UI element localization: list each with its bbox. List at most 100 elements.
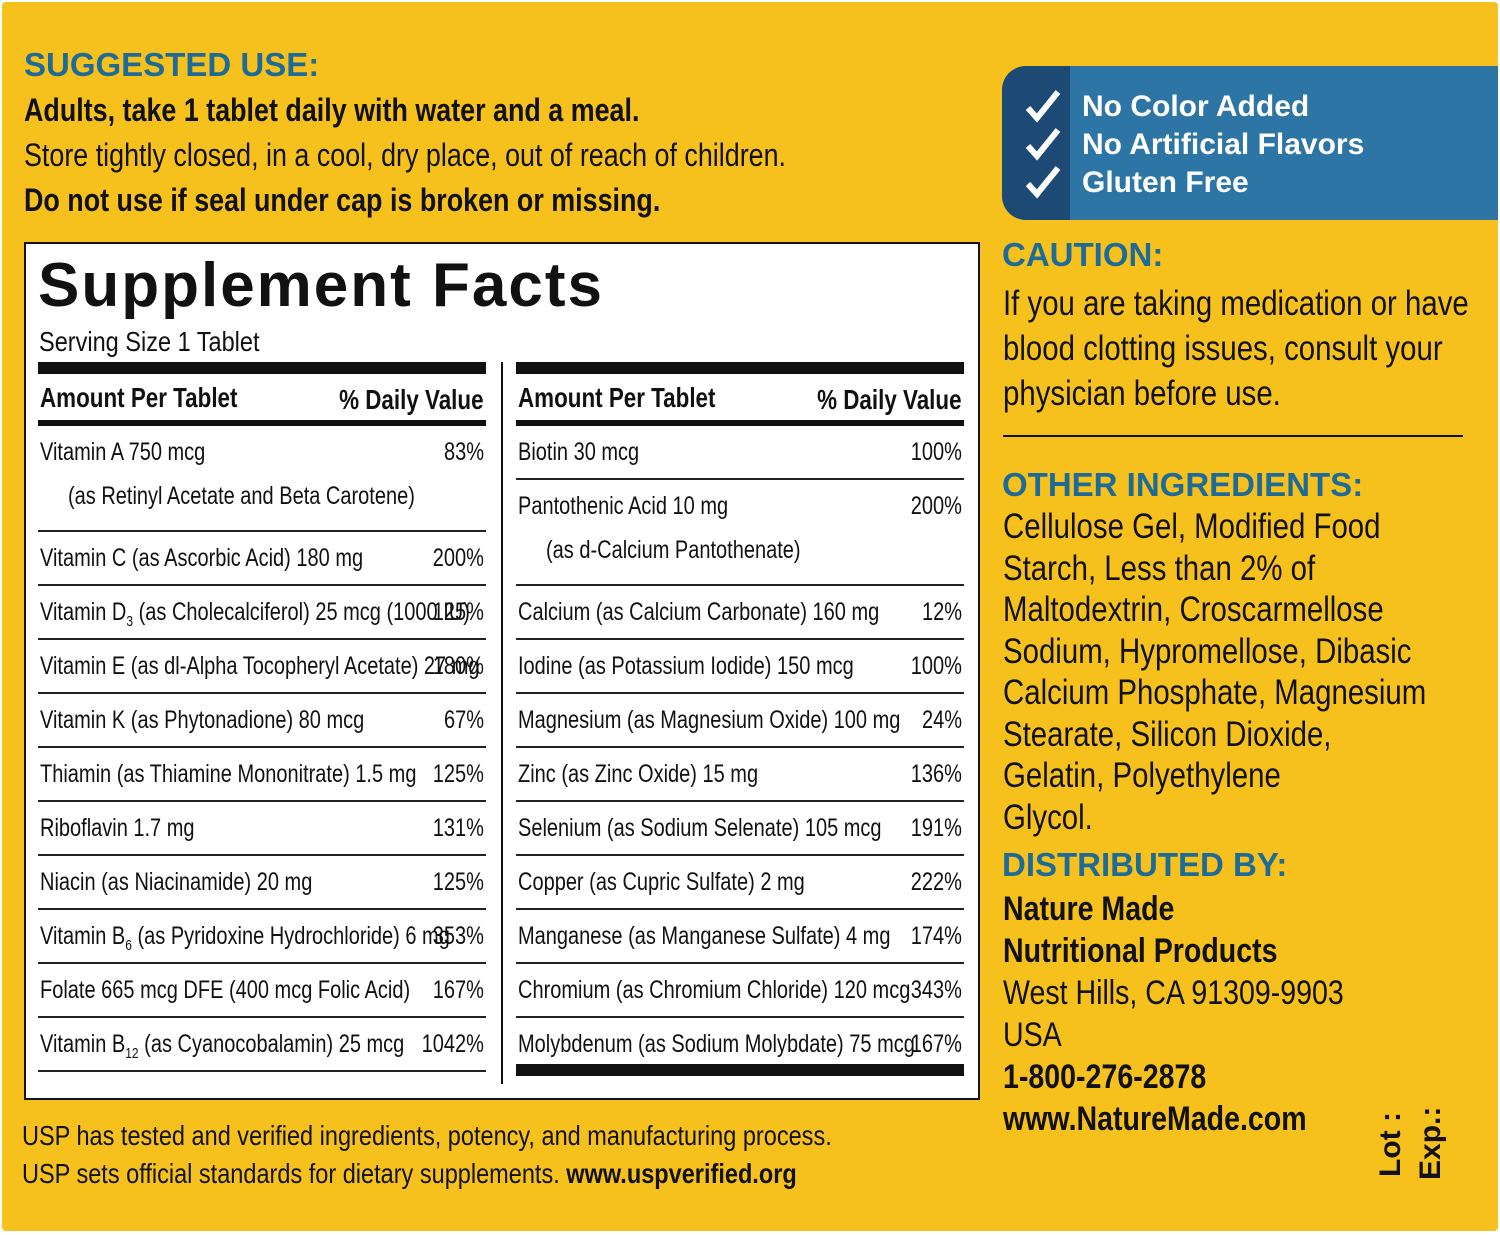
- nutrient-row: Riboflavin 1.7 mg 131%: [38, 802, 486, 856]
- daily-value: 125%: [432, 598, 484, 626]
- name-text: Zinc (as Zinc Oxide) 15 mg: [518, 760, 759, 788]
- daily-value: 200%: [432, 544, 484, 572]
- check: [1025, 166, 1061, 199]
- nutrient-row: Vitamin B6 (as Pyridoxine Hydrochloride) …: [38, 910, 486, 964]
- checkmarks: [1025, 90, 1061, 199]
- nutrient-name: Vitamin D3 (as Cholecalciferol) 25 mcg (1…: [40, 598, 470, 630]
- facts-title: Supplement Facts: [38, 251, 604, 320]
- bar: [516, 420, 964, 426]
- subscript: 3: [126, 613, 134, 630]
- name-text: Vitamin A 750 mcg: [40, 438, 206, 466]
- nutrient-row: Magnesium (as Magnesium Oxide) 100 mg 24%: [516, 694, 964, 748]
- badge: No Artificial Flavors: [1082, 128, 1365, 161]
- name-text: Vitamin B: [40, 1030, 126, 1058]
- name-text: Niacin (as Niacinamide) 20 mg: [40, 868, 313, 896]
- name-text: Riboflavin 1.7 mg: [40, 814, 195, 842]
- nutrient-row: Iodine (as Potassium Iodide) 150 mcg 100%: [516, 640, 964, 694]
- facts-column: Amount Per Tablet % Daily Value Vitamin A …: [38, 362, 486, 1072]
- header-row: Amount Per Tablet % Daily Value: [516, 374, 964, 420]
- heading: DISTRIBUTED BY:: [1002, 846, 1288, 883]
- text: Do not use if seal under cap is broken o…: [24, 182, 661, 218]
- nutrient-row: Vitamin B12 (as Cyanocobalamin) 25 mcg 104…: [38, 1018, 486, 1072]
- text-line: blood clotting issues, consult your: [1003, 329, 1443, 368]
- rule: [1003, 435, 1463, 437]
- heading: CAUTION:: [1002, 236, 1164, 273]
- daily-value: 83%: [443, 438, 484, 466]
- nutrient-name: Vitamin C (as Ascorbic Acid) 180 mg: [40, 544, 363, 573]
- serving-size: Serving Size 1 Tablet: [39, 326, 260, 357]
- daily-value: 24%: [921, 706, 962, 734]
- nutrient-name: Selenium (as Sodium Selenate) 105 mcg: [518, 814, 882, 843]
- text-line: USA: [1003, 1016, 1062, 1054]
- nutrient-name: Copper (as Cupric Sulfate) 2 mg: [518, 868, 805, 897]
- thick-bar: [38, 362, 486, 374]
- name-text: Vitamin D: [40, 598, 127, 626]
- nutrient-name: Vitamin E (as dl-Alpha Tocopheryl Acetat…: [40, 652, 480, 681]
- nutrient-row: Niacin (as Niacinamide) 20 mg 125%: [38, 856, 486, 910]
- daily-value: 100%: [910, 438, 962, 466]
- text-line: Calcium Phosphate, Magnesium: [1003, 673, 1427, 712]
- name-text: Copper (as Cupric Sulfate) 2 mg: [518, 868, 805, 896]
- name-text: Magnesium (as Magnesium Oxide) 100 mg: [518, 706, 901, 734]
- text-line: Cellulose Gel, Modified Food: [1003, 507, 1381, 546]
- daily-value: 174%: [910, 922, 962, 950]
- name-text: Pantothenic Acid 10 mg: [518, 492, 729, 520]
- lot: Lot :: [1374, 1112, 1407, 1177]
- thick-bar: [516, 362, 964, 374]
- text-line: Stearate, Silicon Dioxide,: [1003, 714, 1332, 754]
- nutrient-row: Pantothenic Acid 10 mg 200% (as d-Calcium …: [516, 480, 964, 586]
- text-line: If you are taking medication or have: [1003, 284, 1469, 323]
- name-text: Chromium (as Chromium Chloride) 120 mcg: [518, 976, 911, 1004]
- nutrient-row: Manganese (as Manganese Sulfate) 4 mg 174…: [516, 910, 964, 964]
- daily-value: 125%: [432, 868, 484, 896]
- name-text: (as Pyridoxine Hydrochloride) 6 mg: [137, 922, 450, 950]
- text-line: 1-800-276-2878: [1003, 1058, 1207, 1096]
- divider: [501, 362, 503, 1084]
- daily-value: 167%: [432, 976, 484, 1004]
- supplement-facts: Supplement Facts Serving Size 1 Tablet A…: [24, 242, 980, 1100]
- text-line: Glycol.: [1003, 797, 1093, 837]
- daily-value: 167%: [910, 1030, 962, 1058]
- heading: OTHER INGREDIENTS:: [1002, 466, 1364, 503]
- subscript: 6: [125, 937, 132, 954]
- text-line: West Hills, CA 91309-9903: [1003, 974, 1344, 1012]
- daily-value: 191%: [910, 814, 962, 842]
- nutrient-row: Biotin 30 mcg 100%: [516, 426, 964, 480]
- name-text: Calcium (as Calcium Carbonate) 160 mg: [518, 598, 880, 626]
- text-line: Nature Made: [1003, 890, 1175, 928]
- heading: SUGGESTED USE:: [24, 46, 320, 83]
- bar: [38, 420, 486, 426]
- facts-column: Amount Per Tablet % Daily Value Biotin 30 …: [516, 362, 964, 1076]
- nutrient-name: Folate 665 mcg DFE (400 mcg Folic Acid): [40, 976, 410, 1005]
- nutrient-row: Vitamin E (as dl-Alpha Tocopheryl Acetat…: [38, 640, 486, 694]
- daily-value: 1042%: [421, 1030, 484, 1058]
- name-text: Vitamin K (as Phytonadione) 80 mcg: [40, 706, 365, 734]
- daily-value: 131%: [432, 814, 484, 842]
- nutrient-note: (as d-Calcium Pantothenate): [546, 536, 801, 564]
- nutrient-note: (as Retinyl Acetate and Beta Carotene): [68, 482, 415, 510]
- name-text: Selenium (as Sodium Selenate) 105 mcg: [518, 814, 882, 842]
- badge: Gluten Free: [1082, 166, 1249, 199]
- nutrient-name: Chromium (as Chromium Chloride) 120 mcg: [518, 976, 910, 1005]
- usp-text: USP sets official standards for dietary …: [22, 1158, 560, 1189]
- nutrient-row: Thiamin (as Thiamine Mononitrate) 1.5 mg…: [38, 748, 486, 802]
- daily-value: 180%: [432, 652, 484, 680]
- text-line: Maltodextrin, Croscarmellose: [1003, 590, 1384, 629]
- name-text: Vitamin C (as Ascorbic Acid) 180 mg: [40, 544, 364, 572]
- nutrient-name: Iodine (as Potassium Iodide) 150 mcg: [518, 652, 854, 681]
- nutrient-name: Vitamin B12 (as Cyanocobalamin) 25 mcg: [40, 1030, 404, 1062]
- nutrient-row: Calcium (as Calcium Carbonate) 160 mg 12%: [516, 586, 964, 640]
- name-text: Iodine (as Potassium Iodide) 150 mcg: [518, 652, 854, 680]
- nutrient-name: Thiamin (as Thiamine Mononitrate) 1.5 mg: [40, 760, 416, 789]
- nutrient-name: Calcium (as Calcium Carbonate) 160 mg: [518, 598, 879, 627]
- daily-value: 353%: [432, 922, 484, 950]
- nutrient-row: Vitamin D3 (as Cholecalciferol) 25 mcg (1…: [38, 586, 486, 640]
- header-label: Amount Per Tablet: [518, 382, 716, 413]
- nutrient-name: Zinc (as Zinc Oxide) 15 mg: [518, 760, 758, 789]
- nutrient-row: Vitamin A 750 mcg 83% (as Retinyl Acetate …: [38, 426, 486, 532]
- text-line: Starch, Less than 2% of: [1003, 548, 1316, 588]
- daily-value: 222%: [910, 868, 962, 896]
- nutrient-row: Vitamin K (as Phytonadione) 80 mcg 67%: [38, 694, 486, 748]
- name-text: Manganese (as Manganese Sulfate) 4 mg: [518, 922, 891, 950]
